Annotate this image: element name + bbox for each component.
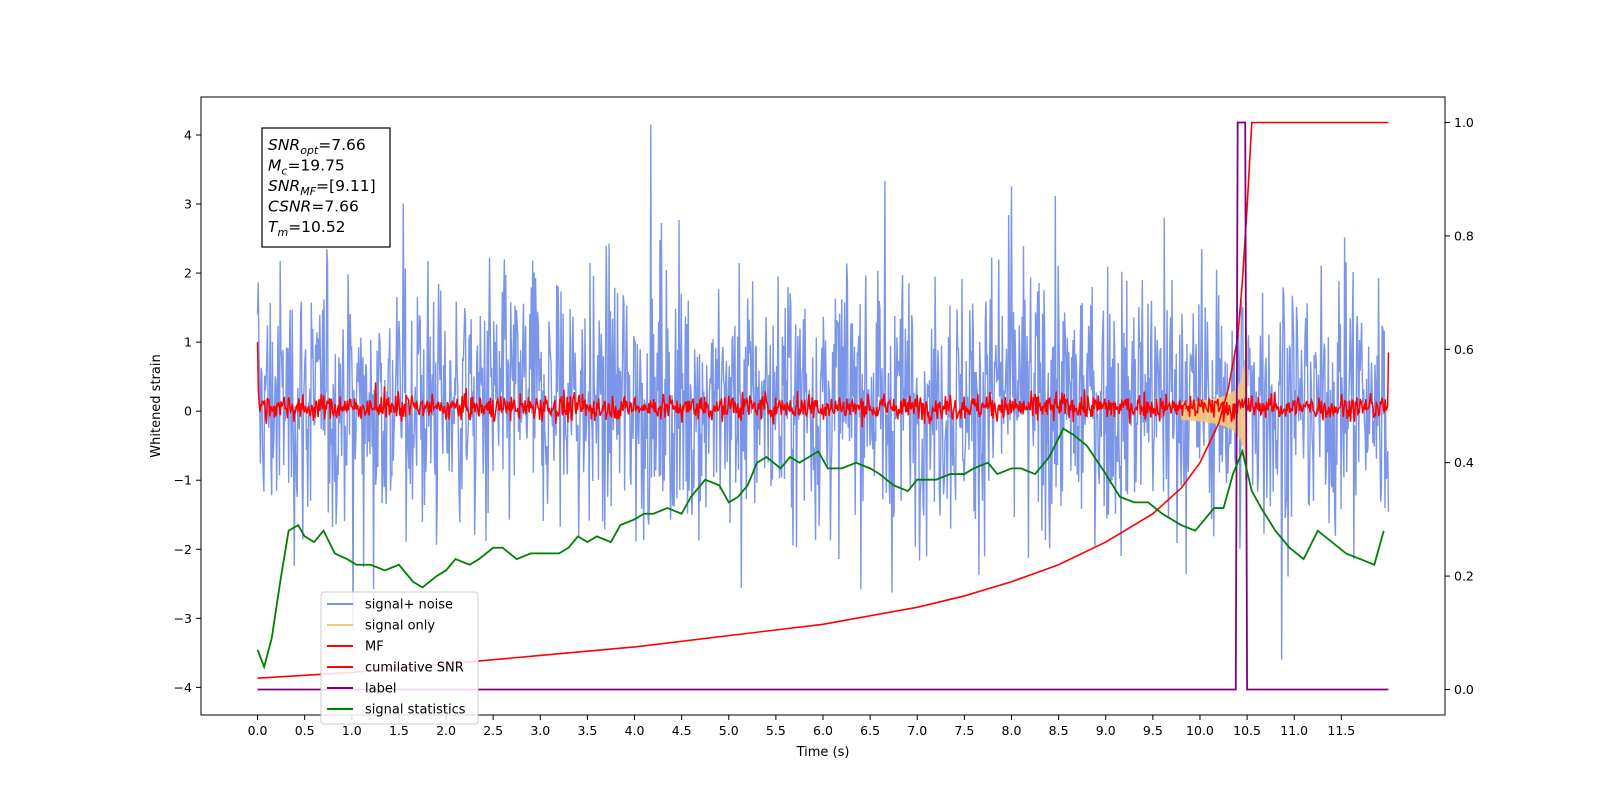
legend-label: signal+ noise (365, 598, 453, 613)
x-tick-label: 10.5 (1233, 723, 1261, 738)
x-axis-label: Time (s) (796, 745, 850, 760)
y2-tick-label: 1.0 (1454, 115, 1474, 130)
series-mf-line (256, 342, 1390, 428)
y2-tick-label: 0.4 (1454, 455, 1474, 470)
legend-label: label (365, 682, 396, 697)
x-tick-label: 8.5 (1049, 723, 1069, 738)
y-tick-label: 3 (184, 197, 192, 212)
x-tick-label: 7.5 (954, 723, 974, 738)
y-tick-label: −2 (174, 542, 192, 557)
annotation-frame (261, 127, 391, 248)
y-tick-label: −1 (174, 473, 192, 488)
y2-tick-label: 0.2 (1454, 569, 1474, 584)
y2-tick-label: 0.6 (1454, 342, 1474, 357)
legend-item: cumilative SNR (327, 661, 464, 676)
legend-label: signal statistics (365, 703, 466, 718)
x-tick-label: 3.0 (530, 723, 550, 738)
legend-label: MF (365, 640, 384, 655)
legend-item: signal only (327, 619, 435, 634)
x-tick-label: 4.5 (672, 723, 692, 738)
legend-label: signal only (365, 619, 435, 634)
annotation-line: SNRopt=7.66 (268, 136, 366, 157)
stats-annotation-box: SNRopt=7.66Mc=19.75SNRMF=[9.11]CSNR=7.66… (261, 127, 391, 248)
x-tick-label: 9.0 (1096, 723, 1116, 738)
y-axis-label: Whitened strain (149, 354, 164, 457)
x-tick-label: 6.5 (860, 723, 880, 738)
x-tick-label: 3.5 (577, 723, 597, 738)
y-tick-label: 2 (184, 266, 192, 281)
series-signal-statistics-line (256, 427, 1385, 670)
x-tick-label: 10.0 (1186, 723, 1214, 738)
annotation-line: SNRMF=[9.11] (268, 177, 376, 198)
y-tick-label: 0 (184, 404, 192, 419)
legend: signal+ noise signal only MF cumilative SNR… (320, 591, 479, 725)
x-tick-label: 0.5 (295, 723, 315, 738)
x-tick-label: 4.0 (625, 723, 645, 738)
legend-item: signal+ noise (327, 598, 453, 613)
x-tick-label: 6.0 (813, 723, 833, 738)
y-tick-label: −4 (174, 680, 192, 695)
x-tick-label: 2.0 (436, 723, 456, 738)
y-tick-label: 4 (184, 127, 192, 142)
y-tick-label: 1 (184, 335, 192, 350)
annotation-line: CSNR=7.66 (268, 198, 359, 216)
y-tick-label: −3 (174, 611, 192, 626)
x-tick-label: 1.5 (389, 723, 409, 738)
annotation-line: Tm=10.52 (268, 218, 346, 239)
y2-tick-label: 0.0 (1454, 682, 1474, 697)
x-tick-label: 0.0 (248, 723, 268, 738)
legend-label: cumilative SNR (365, 661, 464, 676)
annotation-line: Mc=19.75 (268, 157, 345, 178)
legend-item: MF (327, 640, 384, 655)
x-tick-label: 1.0 (342, 723, 362, 738)
y2-tick-label: 0.8 (1454, 228, 1474, 243)
x-tick-label: 9.5 (1143, 723, 1163, 738)
x-tick-label: 11.5 (1327, 723, 1355, 738)
legend-item: label (327, 682, 396, 697)
series-label-line (257, 121, 1389, 691)
legend-item: signal statistics (327, 703, 466, 718)
series-signal-noise-line (256, 124, 1390, 660)
x-tick-label: 5.0 (719, 723, 739, 738)
x-tick-label: 8.0 (1002, 723, 1022, 738)
x-tick-label: 7.0 (907, 723, 927, 738)
legend-frame (320, 591, 479, 725)
x-tick-label: 11.0 (1280, 723, 1308, 738)
x-tick-label: 2.5 (483, 723, 503, 738)
series-cumulative-snr-line (257, 121, 1389, 679)
x-tick-label: 5.5 (766, 723, 786, 738)
